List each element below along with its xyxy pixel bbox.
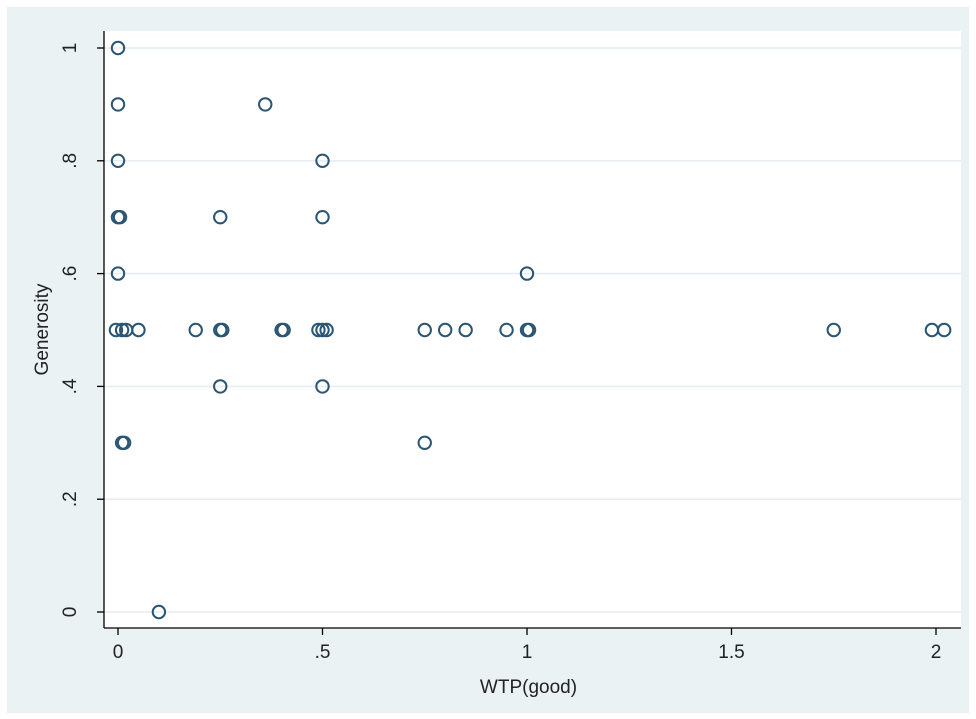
data-point [319,322,334,338]
y-axis-ticks: 0 .2 .4 .6 .8 1 [60,43,104,618]
data-point [151,604,167,620]
data-point [131,322,146,338]
data-point [519,266,535,281]
axes [103,31,961,629]
x-tick-label: 1.5 [718,642,744,663]
data-point [213,210,228,225]
data-point [458,322,473,338]
data-point [110,40,126,56]
data-point [826,322,841,338]
data-point [521,322,537,338]
data-point [110,153,126,169]
data-point [315,210,330,225]
data-point [276,322,291,338]
y-tick-label: .8 [60,153,81,169]
x-tick-label: 1 [522,642,533,663]
data-point [315,153,330,169]
x-axis-ticks: 0 .5 1 1.5 2 [113,628,942,663]
y-tick-label: .6 [60,266,81,282]
data-point [417,322,432,338]
data-point [114,322,130,338]
data-point [108,322,124,338]
y-axis-title: Generosity [32,283,53,375]
gridlines [104,47,961,613]
data-point [110,266,126,281]
data-point [499,322,514,338]
data-point [215,322,230,338]
data-point [438,322,453,338]
data-point [112,210,128,225]
y-tick-label: .2 [60,491,81,507]
x-axis-title: WTP(good) [480,677,577,698]
x-tick-label: 2 [931,642,942,663]
data-point [213,379,228,394]
y-tick-label: 0 [60,607,81,618]
data-point [110,97,126,112]
data-point [315,322,330,338]
data-point [315,379,330,394]
x-tick-label: .5 [315,642,331,663]
data-points [108,40,952,620]
data-point [936,322,952,338]
data-point [258,97,273,112]
y-tick-label: 1 [60,43,81,54]
y-tick-label: .4 [60,378,81,394]
x-tick-label: 0 [113,642,124,663]
data-point [417,435,432,450]
data-point [188,322,203,338]
data-point [116,435,132,450]
data-point [311,322,326,338]
